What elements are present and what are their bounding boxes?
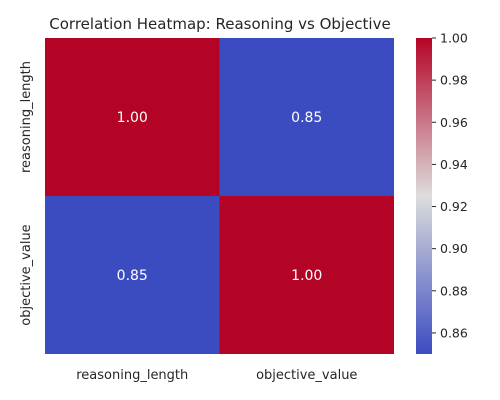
heatmap-cell-label: 1.00 <box>117 110 148 126</box>
x-axis-tick-labels: reasoning_length objective_value <box>76 368 357 383</box>
colorbar-tick-label: 0.88 <box>440 283 468 298</box>
colorbar-tick-label: 0.86 <box>440 325 468 340</box>
heatmap-cell <box>219 196 394 354</box>
heatmap-cell-label: 0.85 <box>117 268 148 284</box>
colorbar-tick-label: 0.96 <box>440 115 468 130</box>
colorbar-tick-label: 0.98 <box>440 73 468 88</box>
colorbar-ticks: 0.86 0.88 0.90 0.92 0.94 0.96 0.98 1.00 <box>432 31 468 340</box>
chart-title: Correlation Heatmap: Reasoning vs Object… <box>49 15 390 33</box>
colorbar <box>416 38 432 354</box>
heatmap-cell-label: 0.85 <box>291 110 322 126</box>
x-axis-tick-label: objective_value <box>256 368 357 383</box>
y-axis-tick-labels: reasoning_length objective_value <box>19 61 34 326</box>
heatmap-cell <box>45 38 220 196</box>
heatmap-cell <box>219 38 394 196</box>
heatmap-cell-label: 1.00 <box>291 268 322 284</box>
x-axis-tick-label: reasoning_length <box>76 368 188 383</box>
y-axis-tick-label: objective_value <box>19 224 34 325</box>
heatmap-cell-labels: 1.00 0.85 0.85 1.00 <box>117 110 323 284</box>
colorbar-tick-label: 0.94 <box>440 157 468 172</box>
y-axis-tick-label: reasoning_length <box>19 61 34 173</box>
colorbar-tick-label: 1.00 <box>440 31 468 46</box>
heatmap-cells <box>45 38 394 354</box>
colorbar-tick-label: 0.90 <box>440 241 468 256</box>
colorbar-tick-label: 0.92 <box>440 199 468 214</box>
heatmap-cell <box>45 196 220 354</box>
